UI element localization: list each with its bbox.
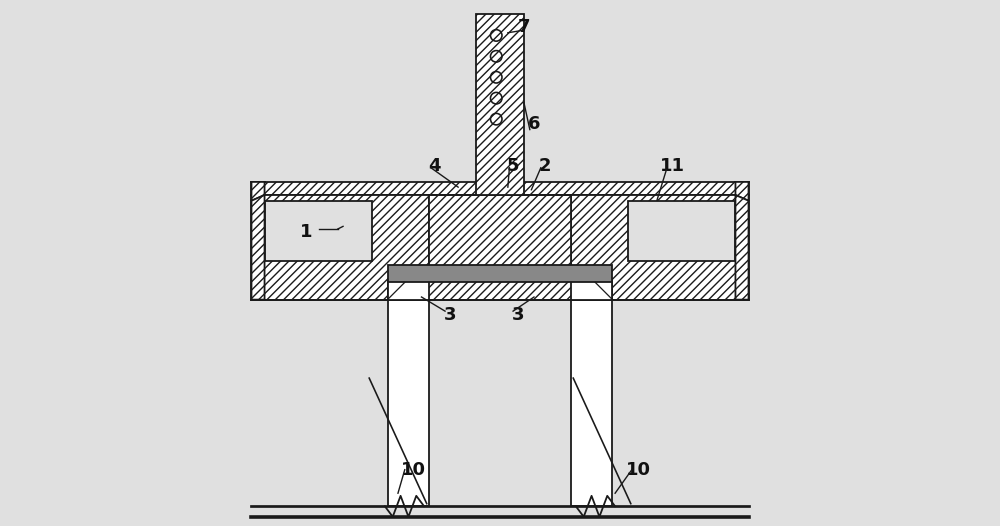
Polygon shape [476,15,524,195]
Bar [628,201,735,261]
Polygon shape [388,195,612,300]
Bar [571,300,612,507]
Text: 2: 2 [538,157,551,175]
Polygon shape [251,182,265,201]
Text: 10: 10 [626,461,651,479]
Bar [265,201,372,261]
Text: 3: 3 [512,306,525,325]
Polygon shape [571,195,749,300]
Text: 7: 7 [517,17,530,35]
Text: 6: 6 [528,115,540,134]
Text: 11: 11 [660,157,685,175]
Bar [388,300,429,507]
Polygon shape [735,195,749,300]
Text: 1: 1 [300,222,313,240]
Polygon shape [388,279,429,300]
Polygon shape [251,195,265,300]
Text: 5: 5 [507,157,519,175]
Polygon shape [571,279,612,300]
Polygon shape [251,182,749,195]
Polygon shape [735,182,749,201]
Text: 3: 3 [444,306,457,325]
Bar [388,265,612,282]
Polygon shape [251,195,429,300]
Text: 10: 10 [401,461,426,479]
Text: 4: 4 [428,157,441,175]
